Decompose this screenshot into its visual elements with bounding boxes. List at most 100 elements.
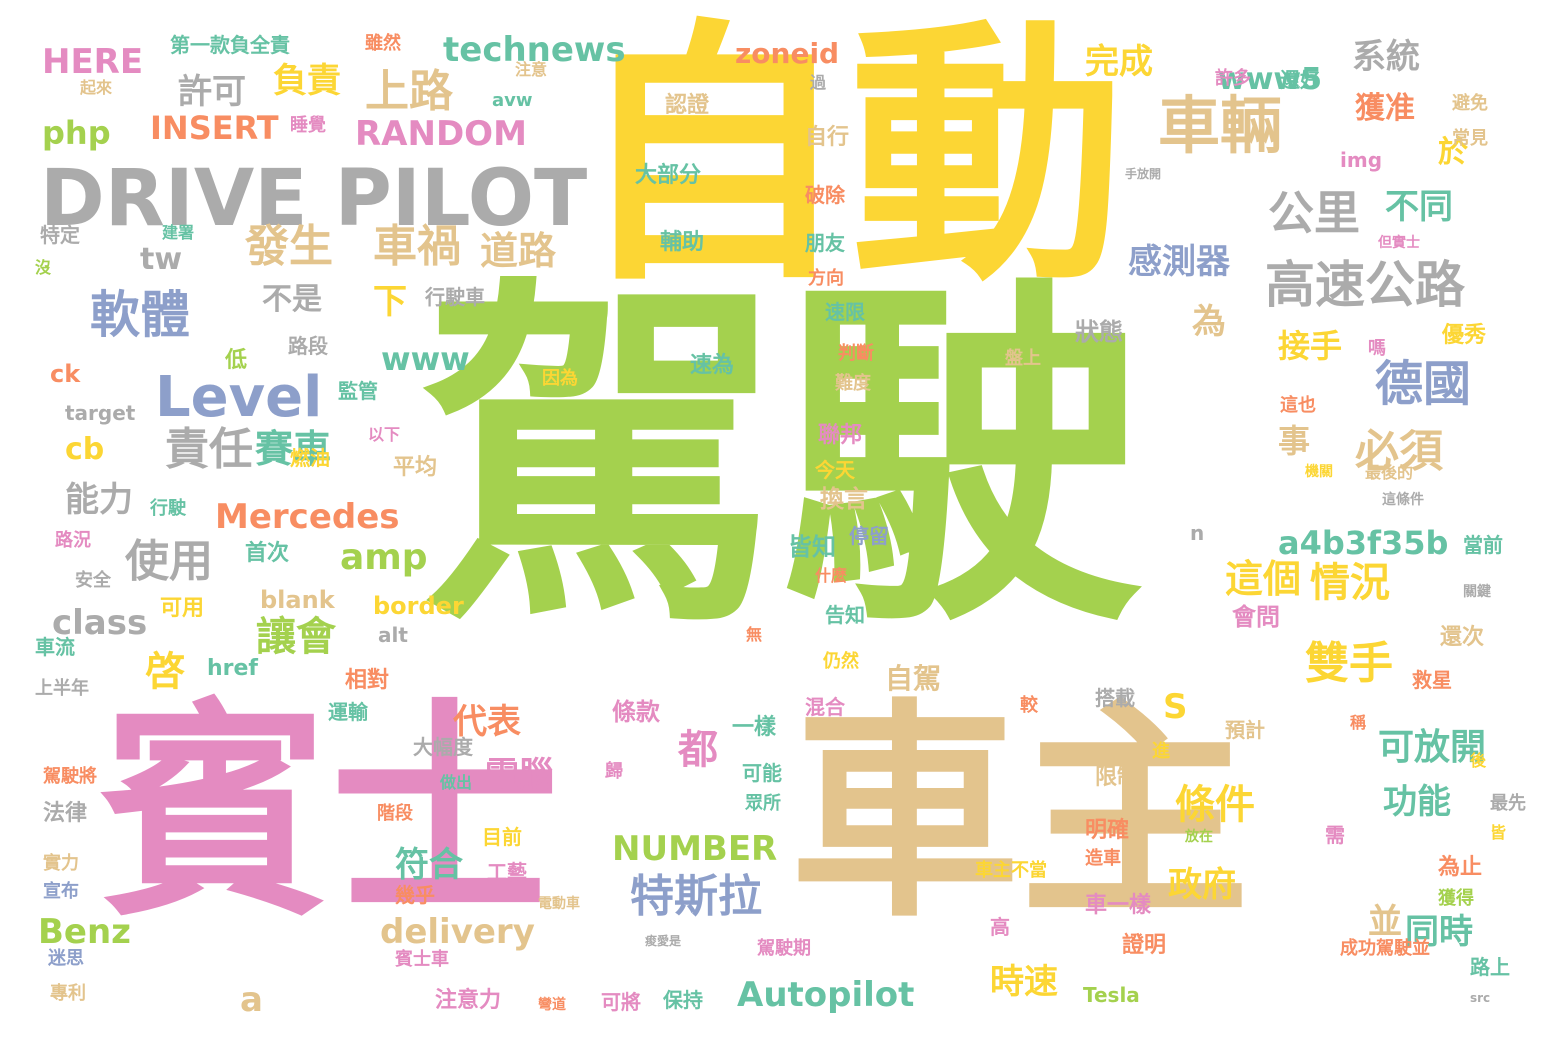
cloud-word: 行駛: [150, 498, 186, 519]
cloud-word: 大部分: [635, 163, 702, 188]
cloud-word: src: [1470, 991, 1491, 1005]
cloud-word: 時速: [990, 962, 1058, 1002]
cloud-word: 速為: [690, 353, 735, 378]
cloud-word: 無: [746, 625, 763, 644]
cloud-word: 宣布: [43, 881, 79, 902]
cloud-word: 狀態: [1075, 318, 1123, 346]
cloud-word: 發生: [245, 221, 333, 272]
cloud-word: 駕駛期: [757, 938, 811, 959]
cloud-word: 判斷: [838, 343, 874, 364]
cloud-word: alt: [378, 623, 408, 647]
cloud-word: 迷思: [48, 948, 84, 969]
cloud-word: 獲准: [1355, 91, 1415, 126]
cloud-word: 車主: [790, 681, 1251, 948]
cloud-word: 第一款負全責: [170, 33, 290, 57]
cloud-word: 認證: [665, 93, 710, 118]
cloud-word: 為止: [1438, 855, 1483, 880]
cloud-word: a4b3f35b: [1278, 524, 1449, 562]
cloud-word: 政府: [1168, 865, 1236, 905]
cloud-word: 道路: [480, 229, 557, 273]
cloud-word: 自駕: [885, 662, 942, 695]
cloud-word: 下: [373, 282, 407, 322]
cloud-word: 可放開: [1378, 727, 1487, 768]
cloud-word: 明確: [1085, 818, 1130, 843]
cloud-word: 可將: [601, 990, 641, 1014]
cloud-word: Level: [155, 365, 323, 430]
cloud-word: 起來: [80, 78, 113, 97]
cloud-word: 彎道: [538, 997, 566, 1013]
cloud-word: 仍然: [823, 651, 859, 672]
cloud-word: 高速公路: [1265, 256, 1465, 314]
cloud-word: 還次: [1440, 625, 1485, 650]
cloud-word: 相對: [345, 668, 390, 693]
cloud-word: 不是: [262, 282, 322, 317]
cloud-word: 系統: [1352, 37, 1420, 77]
cloud-word: 以下: [368, 425, 401, 444]
cloud-word: 這個: [1225, 557, 1302, 601]
cloud-word: 避免: [1452, 93, 1488, 114]
cloud-word: www5: [1218, 62, 1323, 97]
cloud-word: 符合: [395, 845, 463, 885]
cloud-word: 手放開: [1125, 167, 1162, 181]
cloud-word: 事: [1278, 422, 1311, 460]
cloud-word: RANDOM: [355, 114, 527, 154]
cloud-word: php: [42, 114, 111, 152]
cloud-word: 大幅度: [413, 735, 473, 759]
cloud-word: 告知: [825, 603, 865, 627]
cloud-word: 接手: [1278, 327, 1343, 365]
cloud-word: 啓: [145, 649, 185, 695]
cloud-word: www: [381, 340, 470, 378]
cloud-word: 工藝: [487, 860, 527, 884]
cloud-word: n: [1190, 521, 1205, 545]
cloud-word: amp: [340, 537, 428, 578]
cloud-word: 並: [1368, 902, 1402, 942]
cloud-word: 救星: [1412, 668, 1452, 692]
cloud-word: 平均: [393, 455, 438, 480]
cloud-word: 眾所: [745, 793, 781, 814]
cloud-word: 車輛: [1158, 89, 1283, 162]
cloud-word: DRIVE PILOT: [40, 154, 588, 244]
cloud-word: 賽車: [255, 427, 332, 471]
cloud-word: 常見: [1452, 128, 1488, 149]
cloud-word: 能力: [65, 480, 133, 520]
cloud-word: 但實士: [1378, 235, 1420, 251]
cloud-word: 雖然: [365, 33, 401, 54]
cloud-word: 成功駕駛並: [1340, 938, 1430, 959]
cloud-word: 聯邦: [818, 423, 863, 448]
cloud-word: 路段: [288, 334, 328, 358]
cloud-word: 會問: [1232, 603, 1280, 631]
cloud-word: 換言: [820, 485, 868, 513]
cloud-word: 過: [810, 73, 827, 92]
cloud-word: tw: [140, 242, 183, 277]
cloud-word: 痠愛是: [645, 934, 682, 948]
cloud-word: 情況: [1310, 560, 1390, 606]
cloud-word: 需: [1325, 823, 1345, 847]
cloud-word: 稱: [1350, 713, 1367, 732]
cloud-word: 當前: [1463, 533, 1503, 557]
cloud-word: 造車: [1085, 848, 1121, 869]
cloud-word: 搭載: [1095, 686, 1135, 710]
cloud-word: 運輸: [328, 700, 368, 724]
cloud-word: Autopilot: [737, 975, 915, 1015]
cloud-word: 使用: [125, 536, 213, 587]
cloud-word: 自動: [575, 0, 1125, 317]
cloud-word: href: [207, 656, 259, 681]
cloud-word: 感測器: [1128, 242, 1230, 282]
cloud-word: 嗎: [1368, 338, 1386, 359]
cloud-word: 實力: [43, 853, 79, 874]
cloud-word: 電腦: [485, 755, 553, 795]
cloud-word: 上半年: [35, 678, 89, 699]
cloud-word: 車流: [35, 635, 75, 659]
cloud-word: 這也: [1280, 395, 1316, 416]
cloud-word: 建署: [162, 223, 195, 242]
cloud-word: 特斯拉: [630, 871, 762, 922]
cloud-word: 還好: [1280, 68, 1320, 92]
cloud-word: 必須: [1355, 426, 1443, 477]
cloud-word: 許多: [1215, 68, 1251, 89]
cloud-word: 功能: [1383, 782, 1451, 822]
cloud-word: 什麼: [815, 566, 848, 585]
cloud-word: 盤上: [1005, 348, 1041, 369]
cloud-word: img: [1340, 148, 1383, 172]
cloud-word: 為: [1192, 302, 1226, 342]
